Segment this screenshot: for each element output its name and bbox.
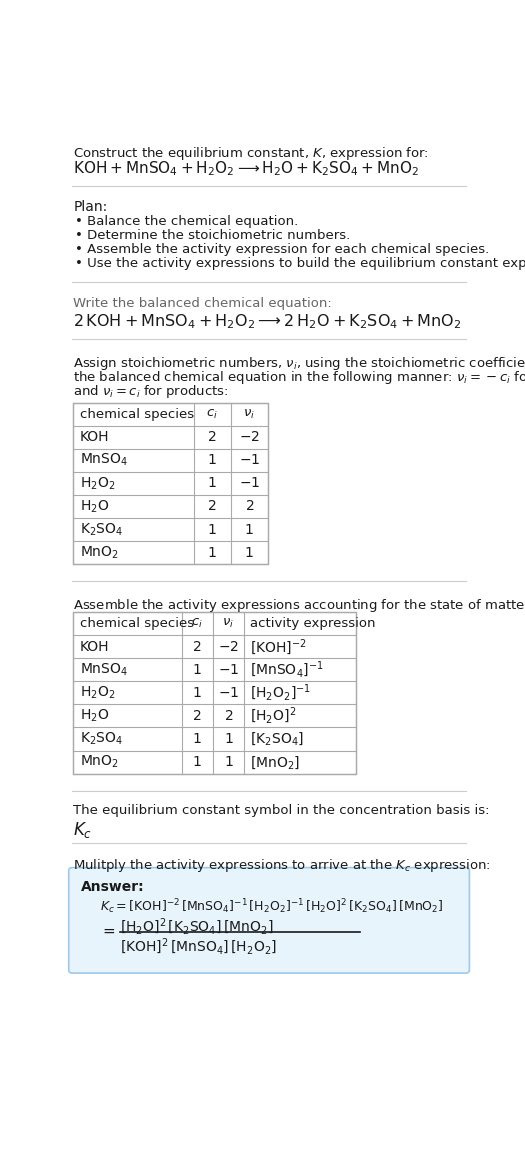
Text: $\nu_i$: $\nu_i$ bbox=[243, 407, 255, 421]
Text: $\mathrm{H_2O_2}$: $\mathrm{H_2O_2}$ bbox=[80, 476, 115, 492]
Text: $1$: $1$ bbox=[245, 523, 254, 537]
Text: • Balance the chemical equation.: • Balance the chemical equation. bbox=[75, 216, 298, 229]
Text: $\mathrm{H_2O}$: $\mathrm{H_2O}$ bbox=[80, 708, 109, 724]
Text: 1: 1 bbox=[193, 755, 202, 769]
Text: $1$: $1$ bbox=[224, 755, 233, 769]
Text: $K_c = [\mathrm{KOH}]^{-2}\,[\mathrm{MnSO_4}]^{-1}\,[\mathrm{H_2O_2}]^{-1}\,[\ma: $K_c = [\mathrm{KOH}]^{-2}\,[\mathrm{MnS… bbox=[100, 897, 444, 915]
Text: $2$: $2$ bbox=[224, 709, 233, 723]
Text: 1: 1 bbox=[208, 454, 216, 467]
Text: Assemble the activity expressions accounting for the state of matter and $\nu_i$: Assemble the activity expressions accoun… bbox=[74, 596, 525, 614]
Text: Assign stoichiometric numbers, $\nu_i$, using the stoichiometric coefficients, $: Assign stoichiometric numbers, $\nu_i$, … bbox=[74, 355, 525, 372]
Text: $[\mathrm{H_2O}]^{2}$: $[\mathrm{H_2O}]^{2}$ bbox=[250, 705, 296, 726]
Text: $-1$: $-1$ bbox=[239, 477, 260, 491]
Text: $\mathrm{H_2O}$: $\mathrm{H_2O}$ bbox=[80, 499, 109, 515]
Text: and $\nu_i = c_i$ for products:: and $\nu_i = c_i$ for products: bbox=[74, 383, 229, 399]
Text: The equilibrium constant symbol in the concentration basis is:: The equilibrium constant symbol in the c… bbox=[74, 805, 490, 818]
Text: 1: 1 bbox=[208, 477, 216, 491]
Text: • Determine the stoichiometric numbers.: • Determine the stoichiometric numbers. bbox=[75, 230, 350, 242]
Text: 2: 2 bbox=[208, 500, 216, 514]
Text: $[\mathrm{K_2SO_4}]$: $[\mathrm{K_2SO_4}]$ bbox=[250, 731, 304, 747]
Text: $[\mathrm{MnO_2}]$: $[\mathrm{MnO_2}]$ bbox=[250, 754, 300, 770]
Text: $c_i$: $c_i$ bbox=[192, 617, 203, 630]
Text: 2: 2 bbox=[208, 430, 216, 444]
Text: $\mathrm{KOH + MnSO_4 + H_2O_2 \longrightarrow H_2O + K_2SO_4 + MnO_2}$: $\mathrm{KOH + MnSO_4 + H_2O_2 \longrigh… bbox=[74, 159, 419, 177]
Text: $1$: $1$ bbox=[245, 545, 254, 559]
Text: Construct the equilibrium constant, $K$, expression for:: Construct the equilibrium constant, $K$,… bbox=[74, 145, 429, 162]
Text: $-1$: $-1$ bbox=[218, 662, 239, 676]
Text: $\nu_i$: $\nu_i$ bbox=[223, 617, 234, 630]
Text: $-1$: $-1$ bbox=[218, 686, 239, 699]
Text: $\mathrm{MnO_2}$: $\mathrm{MnO_2}$ bbox=[80, 544, 119, 561]
Text: KOH: KOH bbox=[80, 639, 109, 653]
Text: $-2$: $-2$ bbox=[239, 430, 260, 444]
Text: 1: 1 bbox=[193, 686, 202, 699]
Bar bbox=[74, 612, 356, 774]
Text: the balanced chemical equation in the following manner: $\nu_i = -c_i$ for react: the balanced chemical equation in the fo… bbox=[74, 369, 525, 385]
Text: $[\mathrm{H_2O}]^{2}\,[\mathrm{K_2SO_4}]\,[\mathrm{MnO_2}]$: $[\mathrm{H_2O}]^{2}\,[\mathrm{K_2SO_4}]… bbox=[120, 916, 273, 937]
Text: $[\mathrm{MnSO_4}]^{-1}$: $[\mathrm{MnSO_4}]^{-1}$ bbox=[250, 660, 323, 680]
Text: $[\mathrm{KOH}]^{2}\,[\mathrm{MnSO_4}]\,[\mathrm{H_2O_2}]$: $[\mathrm{KOH}]^{2}\,[\mathrm{MnSO_4}]\,… bbox=[120, 937, 277, 957]
Text: $\mathrm{MnSO_4}$: $\mathrm{MnSO_4}$ bbox=[80, 661, 128, 677]
Text: $\mathrm{H_2O_2}$: $\mathrm{H_2O_2}$ bbox=[80, 684, 115, 701]
Text: Mulitply the activity expressions to arrive at the $K_c$ expression:: Mulitply the activity expressions to arr… bbox=[74, 857, 491, 873]
Text: $[\mathrm{H_2O_2}]^{-1}$: $[\mathrm{H_2O_2}]^{-1}$ bbox=[250, 682, 311, 703]
Text: $2$: $2$ bbox=[245, 500, 254, 514]
Text: Plan:: Plan: bbox=[74, 200, 108, 215]
Text: $-1$: $-1$ bbox=[239, 454, 260, 467]
Text: $\mathrm{MnO_2}$: $\mathrm{MnO_2}$ bbox=[80, 754, 119, 770]
Text: $1$: $1$ bbox=[224, 732, 233, 746]
Text: • Assemble the activity expression for each chemical species.: • Assemble the activity expression for e… bbox=[75, 244, 489, 256]
Text: $-2$: $-2$ bbox=[218, 639, 239, 653]
Text: activity expression: activity expression bbox=[250, 617, 375, 630]
Text: KOH: KOH bbox=[80, 430, 109, 444]
Text: $\mathrm{K_2SO_4}$: $\mathrm{K_2SO_4}$ bbox=[80, 731, 123, 747]
Text: $=$: $=$ bbox=[100, 923, 117, 938]
Text: $K_c$: $K_c$ bbox=[74, 820, 92, 840]
Text: $\mathrm{K_2SO_4}$: $\mathrm{K_2SO_4}$ bbox=[80, 521, 123, 538]
Text: 2: 2 bbox=[193, 639, 202, 653]
Text: $[\mathrm{KOH}]^{-2}$: $[\mathrm{KOH}]^{-2}$ bbox=[250, 637, 307, 657]
Text: 2: 2 bbox=[193, 709, 202, 723]
Text: 1: 1 bbox=[208, 523, 216, 537]
Text: $\mathrm{MnSO_4}$: $\mathrm{MnSO_4}$ bbox=[80, 452, 128, 469]
Text: chemical species: chemical species bbox=[80, 407, 194, 421]
Text: 1: 1 bbox=[208, 545, 216, 559]
Text: $c_i$: $c_i$ bbox=[206, 407, 218, 421]
Text: 1: 1 bbox=[193, 662, 202, 676]
Text: chemical species: chemical species bbox=[80, 617, 194, 630]
Text: 1: 1 bbox=[193, 732, 202, 746]
Text: Answer:: Answer: bbox=[81, 880, 145, 894]
Text: Write the balanced chemical equation:: Write the balanced chemical equation: bbox=[74, 297, 332, 310]
Text: • Use the activity expressions to build the equilibrium constant expression.: • Use the activity expressions to build … bbox=[75, 258, 525, 270]
Bar bbox=[74, 403, 268, 564]
FancyBboxPatch shape bbox=[69, 868, 469, 973]
Text: $\mathrm{2\,KOH + MnSO_4 + H_2O_2 \longrightarrow 2\,H_2O + K_2SO_4 + MnO_2}$: $\mathrm{2\,KOH + MnSO_4 + H_2O_2 \longr… bbox=[74, 312, 462, 331]
